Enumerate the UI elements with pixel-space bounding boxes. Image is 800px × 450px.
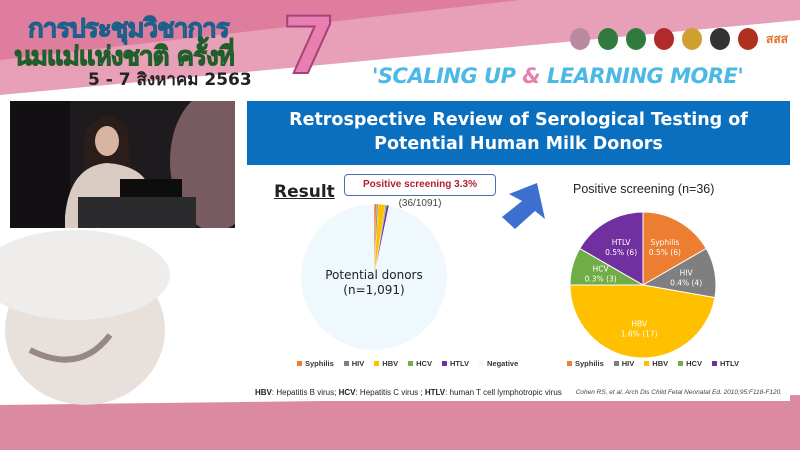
- child-illustration: [0, 230, 170, 405]
- edition-number: 7: [281, 1, 337, 93]
- legend-item: HCV: [408, 359, 432, 368]
- pie-slice-htlv: [579, 211, 644, 286]
- data-label: 1.6% (17): [621, 330, 658, 339]
- result-heading: Result: [274, 182, 335, 202]
- data-label: 0.5% (6): [605, 248, 637, 257]
- data-label: HBV: [631, 320, 648, 329]
- pie-slice-syphilis: [642, 211, 707, 286]
- pie-chart-donors: [300, 203, 448, 351]
- data-label: 0.5% (6): [649, 248, 681, 257]
- data-label: HTLV: [612, 238, 632, 247]
- logo-icon: [570, 28, 590, 50]
- logo-icon: [598, 28, 618, 50]
- pie-slice-negative: [300, 203, 448, 351]
- legend-item: Negative: [479, 359, 518, 368]
- center-label: Potential donors: [325, 268, 422, 282]
- slide-title: Retrospective Review of Serological Test…: [247, 101, 790, 165]
- legend-item: Syphilis: [297, 359, 334, 368]
- positive-screening-callout: Positive screening 3.3% (36/1091): [344, 174, 496, 209]
- thaihealth-logo: สสส: [766, 32, 788, 46]
- legend-item: HIV: [343, 359, 364, 368]
- arrow-icon: [502, 183, 545, 229]
- footnote: HBV: Hepatitis B virus; HCV: Hepatitis C…: [255, 388, 562, 397]
- legend-item: HBV: [644, 359, 668, 368]
- legend-item: HTLV: [711, 359, 739, 368]
- legend-chart1: Syphilis HIV HBV HCV HTLV Negative: [297, 359, 518, 368]
- legend-item: HIV: [613, 359, 634, 368]
- conference-title-line1: การประชุมวิชาการ: [28, 14, 231, 45]
- legend-item: Syphilis: [567, 359, 604, 368]
- conference-dates: 5 - 7 สิงหาคม 2563: [88, 70, 252, 90]
- presentation-slide: Retrospective Review of Serological Test…: [247, 101, 790, 401]
- data-label: HCV: [593, 265, 610, 274]
- data-label: 0.3% (3): [585, 275, 617, 284]
- logo-icon: [682, 28, 702, 50]
- legend-item: HTLV: [441, 359, 469, 368]
- logo-icon: [738, 28, 758, 50]
- legend-chart2: Syphilis HIV HBV HCV HTLV: [567, 359, 739, 368]
- legend-item: HCV: [678, 359, 702, 368]
- data-label: Syphilis: [650, 238, 679, 247]
- citation: Cohen RS, et al. Arch Dis Child Fetal Ne…: [575, 389, 782, 396]
- chart2-title: Positive screening (n=36): [573, 182, 715, 196]
- logo-icon: [710, 28, 730, 50]
- slogan: 'SCALING UP & LEARNING MORE': [372, 64, 744, 88]
- data-label: HIV: [680, 268, 694, 277]
- logo-icon: [654, 28, 674, 50]
- data-label: 0.4% (4): [670, 278, 702, 287]
- legend-item: HBV: [374, 359, 398, 368]
- speaker-video: [10, 101, 235, 228]
- logo-icon: [626, 28, 646, 50]
- conference-title-line2: นมแม่แห่งชาติ ครั้งที่: [14, 42, 236, 73]
- pie-slice-hbv: [569, 284, 716, 359]
- center-label: (n=1,091): [343, 283, 404, 297]
- sponsor-logos: สสส: [570, 28, 788, 50]
